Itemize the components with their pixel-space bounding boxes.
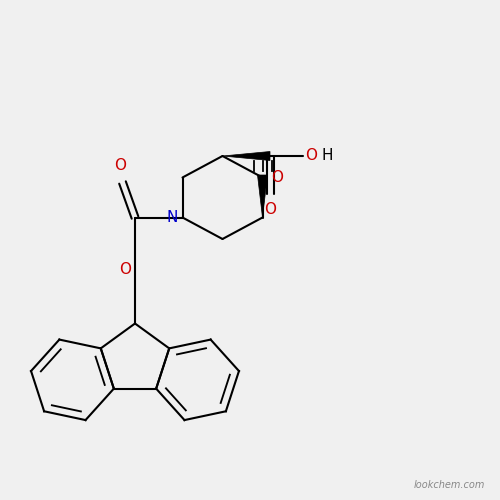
Text: N: N <box>166 210 177 225</box>
Polygon shape <box>258 175 268 218</box>
Text: O: O <box>272 170 283 185</box>
Text: O: O <box>305 148 317 164</box>
Text: lookchem.com: lookchem.com <box>414 480 485 490</box>
Polygon shape <box>222 152 270 160</box>
Text: O: O <box>119 262 131 276</box>
Text: H: H <box>322 148 333 164</box>
Text: O: O <box>264 202 276 218</box>
Text: O: O <box>114 158 126 174</box>
